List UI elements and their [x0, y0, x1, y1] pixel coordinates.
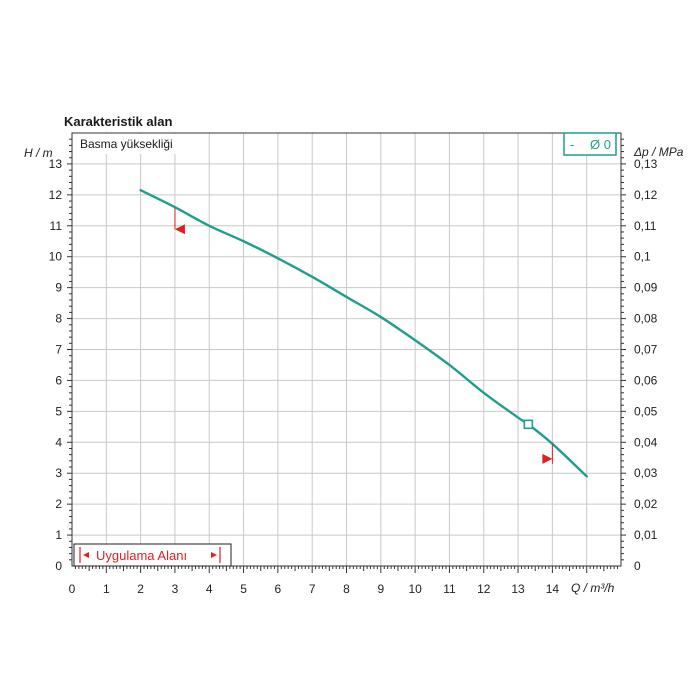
y-tick-label: 9	[55, 281, 62, 295]
x-tick-label: 8	[343, 582, 350, 596]
x-tick-labels: 0 1 2 3 4 5 6 7 8 9 10 11 12 13 14	[69, 582, 560, 596]
x-tick-label: 7	[309, 582, 316, 596]
x-tick-label: 4	[206, 582, 213, 596]
y-right-tick-labels: 0 0,01 0,02 0,03 0,04 0,05 0,06 0,07 0,08 0,09 0,1…	[634, 157, 658, 573]
range-legend-label: Uygulama Alanı	[96, 548, 187, 563]
minor-ticks	[67, 138, 626, 573]
y-right-tick-label: 0,13	[634, 157, 658, 171]
x-tick-label: 1	[103, 582, 110, 596]
x-tick-label: 11	[443, 582, 456, 596]
y-right-tick-label: 0,05	[634, 404, 658, 418]
y-axis-label-right: Δp / MPa	[633, 145, 684, 159]
y-tick-label: 4	[55, 435, 62, 449]
range-legend-box	[73, 543, 232, 567]
y-right-tick-label: 0,1	[634, 250, 651, 264]
x-axis-label: Q / m³/h	[571, 581, 615, 595]
range-min-marker	[174, 224, 185, 235]
range-legend-left-arrow	[83, 552, 89, 558]
y-tick-label: 13	[49, 157, 63, 171]
chart-title: Karakteristik alan	[64, 114, 172, 129]
grid-lines	[72, 133, 621, 566]
y-right-tick-label: 0,12	[634, 188, 658, 202]
y-right-tick-label: 0,09	[634, 281, 658, 295]
legend-label: Basma yüksekliği	[80, 137, 173, 151]
y-tick-label: 11	[50, 219, 63, 233]
y-tick-label: 2	[55, 497, 62, 511]
y-tick-label: 5	[55, 404, 62, 418]
series-badge	[563, 132, 617, 156]
legend-box	[74, 134, 198, 154]
y-tick-label: 6	[55, 373, 62, 387]
x-tick-label: 5	[240, 582, 247, 596]
y-right-tick-label: 0,06	[634, 373, 658, 387]
y-tick-label: 1	[55, 528, 62, 542]
y-tick-label: 8	[55, 312, 62, 326]
x-tick-label: 13	[511, 582, 525, 596]
operating-point-marker	[523, 419, 534, 430]
y-right-tick-label: 0,04	[634, 435, 658, 449]
pump-curve-line	[139, 189, 588, 478]
y-right-tick-label: 0,11	[634, 219, 657, 233]
y-right-tick-label: 0,03	[634, 466, 658, 480]
x-tick-label: 3	[172, 582, 179, 596]
y-right-tick-label: 0	[634, 559, 641, 573]
y-tick-label: 12	[49, 188, 63, 202]
x-tick-label: 6	[275, 582, 282, 596]
x-tick-label: 2	[137, 582, 144, 596]
x-tick-label: 12	[477, 582, 491, 596]
curve-layer	[139, 189, 588, 478]
series-badge-label: Ø 0	[590, 137, 611, 152]
x-tick-label: 9	[377, 582, 384, 596]
range-legend-right-arrow	[211, 552, 217, 558]
range-max-marker	[542, 453, 553, 464]
y-right-tick-label: 0,08	[634, 312, 658, 326]
y-right-tick-label: 0,01	[634, 528, 658, 542]
x-tick-label: 10	[408, 582, 422, 596]
x-tick-label: 0	[69, 582, 76, 596]
y-tick-label: 10	[49, 250, 63, 264]
y-right-tick-label: 0,02	[634, 497, 658, 511]
y-tick-label: 7	[55, 343, 62, 357]
y-right-tick-label: 0,07	[634, 343, 658, 357]
y-tick-label: 3	[55, 466, 62, 480]
y-axis-label-left: H / m	[24, 146, 53, 160]
x-tick-label: 14	[546, 582, 560, 596]
series-badge-dash: -	[570, 137, 574, 152]
y-tick-label: 0	[55, 559, 62, 573]
